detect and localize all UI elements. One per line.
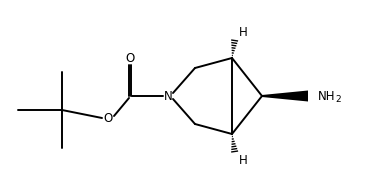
Text: N: N — [164, 89, 172, 102]
Text: NH: NH — [318, 89, 336, 102]
Text: 2: 2 — [335, 94, 341, 103]
Text: H: H — [239, 26, 247, 39]
Text: O: O — [103, 111, 113, 125]
Polygon shape — [262, 91, 308, 102]
Text: H: H — [239, 154, 247, 166]
Text: O: O — [125, 51, 135, 64]
